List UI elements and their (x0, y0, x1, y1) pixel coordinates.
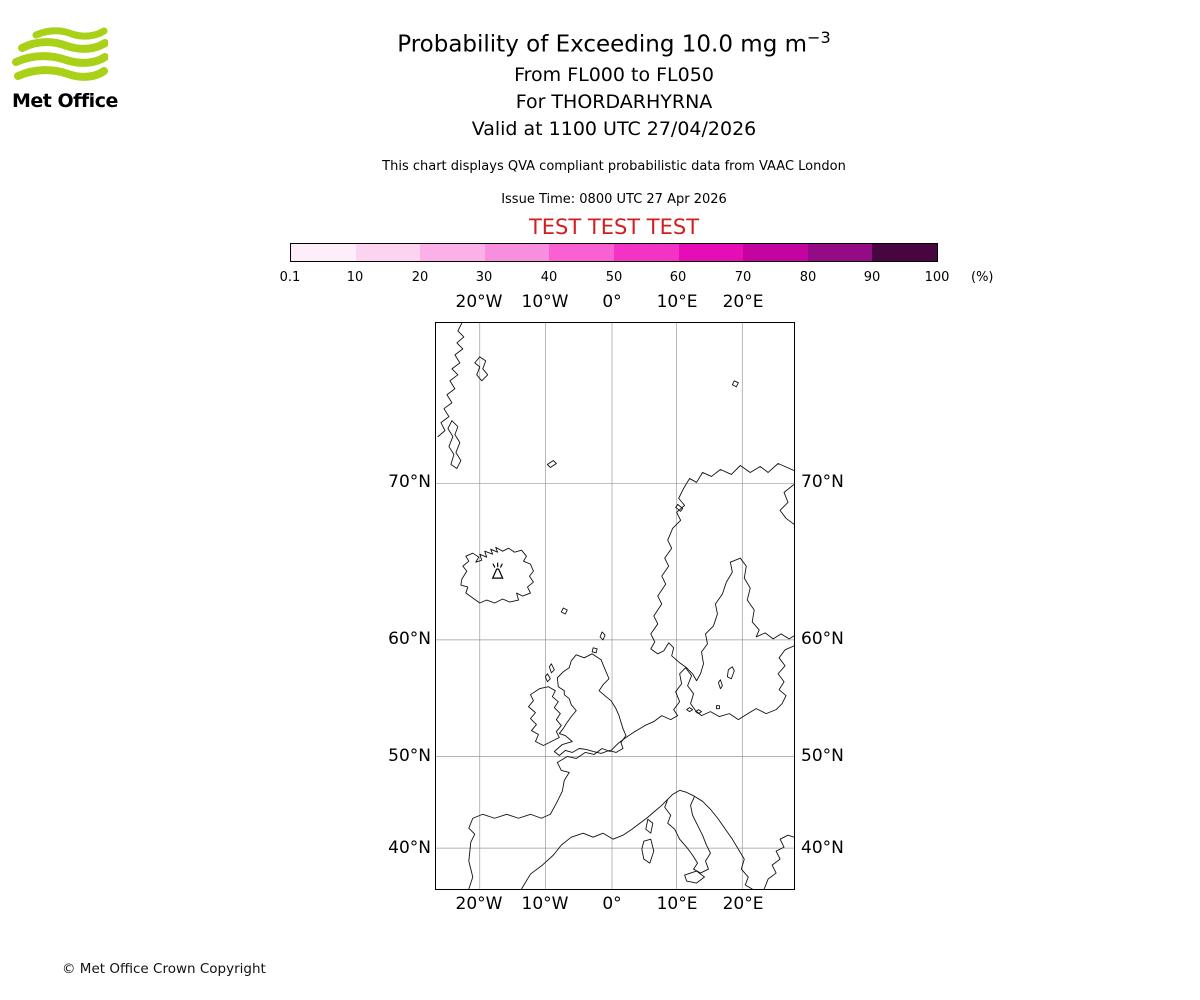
axis-label-bottom: 0° (602, 894, 622, 914)
axis-label-right: 60°N (801, 629, 844, 649)
map-canvas (436, 323, 794, 889)
coast-mediterranean-north (521, 798, 669, 889)
coast-bear-island (731, 380, 739, 388)
axis-label-left: 60°N (388, 629, 431, 649)
coast-aegean (763, 834, 794, 889)
coast-corsica (645, 818, 654, 834)
met-office-logo-waves-icon (12, 27, 109, 81)
colorbar-tick: 20 (411, 270, 429, 285)
colorbar-segment (807, 244, 873, 261)
coast-greenland-island (447, 420, 462, 469)
axis-label-right: 50°N (801, 746, 844, 766)
colorbar-tick: 10 (346, 270, 364, 285)
colorbar-tick: 0.1 (279, 270, 301, 285)
coast-greenland (437, 323, 465, 438)
coast-baltic-to-iberia (468, 645, 794, 889)
copyright-notice: © Met Office Crown Copyright (62, 961, 266, 977)
subtitle-flight-levels: From FL000 to FL050 (514, 64, 714, 86)
axis-label-bottom: 10°W (521, 894, 569, 914)
axis-label-bottom: 20°E (722, 894, 764, 914)
colorbar-segment (355, 244, 421, 261)
axis-label-top: 10°W (521, 292, 569, 312)
colorbar-segment (549, 244, 614, 261)
axis-label-top: 10°E (656, 292, 698, 312)
colorbar-segment (484, 244, 550, 261)
page-title-superscript: −3 (807, 28, 831, 47)
coast-ireland (528, 686, 562, 746)
issue-time: Issue Time: 0800 UTC 27 Apr 2026 (501, 192, 727, 207)
colorbar-tick: 60 (669, 270, 687, 285)
colorbar-tick: 50 (605, 270, 623, 285)
coast-jan-mayen (546, 460, 557, 468)
colorbar-segment (420, 244, 485, 261)
axis-label-top: 20°E (722, 292, 764, 312)
colorbar-unit-label: (%) (971, 270, 994, 285)
colorbar-tick: 40 (540, 270, 558, 285)
axis-label-left: 50°N (388, 746, 431, 766)
colorbar-tick: 30 (475, 270, 493, 285)
coastlines (437, 323, 794, 889)
axis-label-right: 40°N (801, 838, 844, 858)
probability-colorbar (290, 243, 938, 262)
colorbar-tick: 70 (734, 270, 752, 285)
axis-label-bottom: 10°E (656, 894, 698, 914)
axis-label-left: 40°N (388, 838, 431, 858)
coast-greenland-island-2 (474, 356, 489, 382)
graticule-grid (436, 323, 794, 889)
colorbar-tick: 80 (799, 270, 817, 285)
subtitle-valid-time: Valid at 1100 UTC 27/04/2026 (471, 118, 757, 140)
colorbar-tick: 100 (924, 270, 950, 285)
colorbar-segment (872, 244, 937, 261)
page-title-text: Probability of Exceeding 10.0 mg m (397, 31, 808, 58)
coast-small-islands (544, 503, 735, 715)
coast-white-sea (779, 483, 794, 525)
qva-info-line: This chart displays QVA compliant probab… (382, 159, 846, 174)
coast-great-britain (553, 653, 627, 756)
axis-label-top: 0° (602, 292, 622, 312)
coast-iceland (460, 546, 534, 604)
colorbar-tick: 90 (863, 270, 881, 285)
axis-label-bottom: 20°W (455, 894, 503, 914)
met-office-logo-text: Met Office (12, 90, 118, 112)
coast-scandinavia (650, 463, 794, 682)
coast-balkans (694, 795, 753, 889)
colorbar-segment (613, 244, 679, 261)
page-title: Probability of Exceeding 10.0 mg m−3 (14, 28, 1200, 58)
coast-italy (664, 789, 711, 874)
colorbar-segment (743, 244, 808, 261)
axis-label-right: 70°N (801, 472, 844, 492)
colorbar-segment (291, 244, 356, 261)
colorbar-segment (678, 244, 744, 261)
coast-sicily (684, 870, 705, 884)
axis-label-left: 70°N (388, 472, 431, 492)
axis-label-top: 20°W (455, 292, 503, 312)
volcano-icon (491, 562, 504, 579)
subtitle-volcano-name: For THORDARHYRNA (515, 91, 713, 113)
met-office-logo: Met Office (12, 26, 122, 112)
test-banner: TEST TEST TEST (528, 215, 700, 239)
coast-sardinia (641, 838, 655, 864)
europe-map (435, 322, 795, 890)
